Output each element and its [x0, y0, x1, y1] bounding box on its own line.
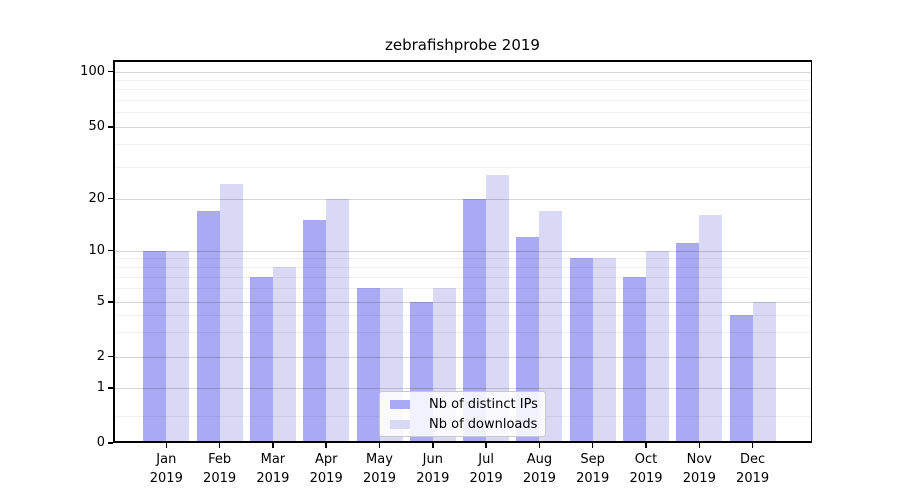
major-gridline-50	[113, 127, 812, 128]
y-tick-label-5: 5	[96, 294, 105, 309]
x-tick-mark-jun	[432, 443, 434, 448]
y-tick-label-2: 2	[96, 348, 105, 364]
bar-ips-feb	[196, 210, 220, 443]
y-tick-mark-50	[108, 126, 113, 128]
minor-gridline-80	[113, 89, 812, 91]
spine-right	[810, 60, 812, 443]
minor-gridline-4	[113, 315, 812, 317]
spine-bottom	[113, 441, 812, 443]
x-tick-label-mar: Mar 2019	[256, 452, 290, 486]
bar-ips-may	[356, 288, 380, 443]
bar-ips-nov	[676, 243, 700, 443]
bar-downloads-jul	[486, 175, 510, 443]
spine-top	[113, 60, 812, 62]
bar-ips-dec	[729, 315, 753, 443]
bar-downloads-oct	[646, 250, 669, 443]
legend-label-downloads: Nb of downloads	[429, 416, 538, 432]
y-tick-mark-2	[108, 355, 113, 358]
y-tick-label-100: 100	[80, 63, 105, 79]
bar-ips-sep	[569, 258, 593, 443]
bar-downloads-apr	[326, 198, 350, 443]
major-gridline-10	[113, 250, 812, 252]
major-gridline-100	[113, 71, 812, 73]
x-tick-label-jan: Jan 2019	[149, 452, 183, 486]
x-tick-mark-aug	[538, 443, 541, 448]
x-tick-label-jun: Jun 2019	[416, 452, 450, 486]
x-tick-label-apr: Apr 2019	[309, 452, 343, 486]
minor-gridline-90	[113, 79, 812, 81]
bar-ips-jul	[463, 198, 487, 443]
x-tick-label-oct: Oct 2019	[629, 452, 663, 486]
y-tick-label-1: 1	[96, 380, 105, 395]
bar-ips-oct	[623, 277, 646, 443]
bar-downloads-aug	[539, 210, 563, 443]
minor-gridline-7	[113, 277, 812, 278]
bar-downloads-sep	[592, 258, 616, 443]
x-tick-mark-feb	[218, 443, 221, 448]
major-gridline-5	[113, 302, 812, 303]
x-tick-mark-may	[378, 443, 381, 448]
x-tick-label-jul: Jul 2019	[469, 452, 503, 486]
major-gridline-20	[113, 198, 812, 200]
x-tick-label-nov: Nov 2019	[682, 452, 716, 486]
minor-gridline-60	[113, 112, 812, 114]
x-tick-label-aug: Aug 2019	[522, 452, 556, 486]
legend-label-distinct-ips: Nb of distinct IPs	[429, 396, 538, 412]
y-tick-label-0: 0	[96, 435, 105, 450]
x-tick-mark-jul	[485, 443, 487, 448]
bar-ips-jan	[143, 250, 167, 443]
bar-downloads-nov	[699, 215, 723, 443]
legend-item-distinct-ips: Nb of distinct IPs	[386, 394, 539, 414]
bar-downloads-feb	[219, 184, 243, 443]
legend-swatch-downloads	[390, 419, 410, 429]
minor-gridline-30	[113, 166, 812, 168]
legend: Nb of distinct IPs Nb of downloads	[379, 391, 546, 437]
x-tick-mark-dec	[751, 443, 754, 448]
bar-ips-apr	[303, 220, 327, 443]
y-tick-mark-20	[108, 197, 113, 200]
y-tick-mark-5	[108, 301, 113, 303]
minor-gridline-8	[113, 267, 812, 269]
bar-downloads-mar	[272, 267, 296, 443]
legend-item-downloads: Nb of downloads	[386, 414, 539, 434]
x-tick-mark-jan	[165, 443, 168, 448]
spine-left	[113, 60, 115, 443]
major-gridline-1	[113, 388, 812, 389]
y-tick-mark-0	[108, 442, 113, 444]
chart-title: zebrafishprobe 2019	[385, 36, 540, 54]
minor-gridline-3	[113, 332, 812, 334]
minor-gridline-40	[113, 144, 812, 146]
bar-downloads-dec	[752, 302, 776, 443]
x-tick-mark-apr	[325, 443, 327, 448]
plot-area: Nb of distinct IPs Nb of downloads	[113, 60, 812, 443]
y-tick-mark-1	[108, 387, 113, 389]
x-tick-mark-sep	[591, 443, 594, 448]
y-tick-label-20: 20	[88, 190, 105, 206]
bar-downloads-jan	[166, 250, 190, 443]
y-tick-mark-10	[108, 249, 113, 252]
y-tick-label-50: 50	[88, 119, 105, 134]
x-tick-label-may: May 2019	[362, 452, 397, 486]
minor-gridline-6	[113, 288, 812, 290]
x-tick-label-sep: Sep 2019	[576, 452, 610, 486]
x-tick-mark-oct	[645, 443, 647, 448]
x-tick-mark-mar	[272, 443, 274, 448]
minor-gridline-70	[113, 100, 812, 102]
x-tick-label-dec: Dec 2019	[736, 452, 770, 486]
bar-ips-mar	[249, 277, 273, 443]
major-gridline-2	[113, 356, 812, 358]
y-tick-mark-100	[108, 70, 113, 73]
minor-gridline-9	[113, 258, 812, 260]
y-tick-label-10: 10	[88, 242, 105, 258]
legend-swatch-distinct-ips	[390, 399, 410, 409]
x-tick-label-feb: Feb 2019	[203, 452, 237, 486]
x-tick-mark-nov	[698, 443, 701, 448]
